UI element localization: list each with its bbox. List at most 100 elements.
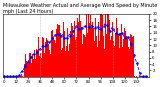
Bar <box>121 24 122 77</box>
Bar <box>133 36 134 77</box>
Bar <box>9 76 10 77</box>
Bar <box>70 31 71 77</box>
Bar <box>86 14 87 77</box>
Bar <box>76 37 77 77</box>
Bar <box>132 37 133 77</box>
Bar <box>92 22 93 77</box>
Bar <box>126 36 127 77</box>
Bar <box>127 37 128 77</box>
Bar <box>91 27 92 77</box>
Bar <box>83 34 84 77</box>
Bar <box>36 49 37 77</box>
Bar <box>54 40 55 77</box>
Bar <box>12 76 13 77</box>
Bar <box>41 58 42 77</box>
Bar <box>107 14 108 77</box>
Bar <box>97 47 98 77</box>
Bar <box>78 22 79 77</box>
Bar <box>27 62 28 77</box>
Bar <box>37 50 38 77</box>
Bar <box>49 50 50 77</box>
Bar <box>136 76 137 77</box>
Bar <box>90 15 91 77</box>
Bar <box>69 44 70 77</box>
Bar <box>20 76 21 77</box>
Bar <box>110 40 111 77</box>
Bar <box>44 53 45 77</box>
Bar <box>102 15 103 77</box>
Bar <box>116 18 117 77</box>
Bar <box>35 59 36 77</box>
Bar <box>56 29 57 77</box>
Bar <box>111 36 112 77</box>
Bar <box>84 35 85 77</box>
Bar <box>48 44 49 77</box>
Bar <box>59 25 60 77</box>
Bar <box>74 21 75 77</box>
Bar <box>11 76 12 77</box>
Bar <box>25 54 26 77</box>
Bar <box>142 76 143 77</box>
Bar <box>39 56 40 77</box>
Bar <box>21 74 22 77</box>
Bar <box>66 46 67 77</box>
Bar <box>80 21 81 77</box>
Bar <box>50 54 51 77</box>
Bar <box>140 76 141 77</box>
Bar <box>122 47 123 77</box>
Bar <box>117 28 118 77</box>
Bar <box>128 47 129 77</box>
Bar <box>82 44 83 77</box>
Bar <box>14 76 15 77</box>
Bar <box>104 49 105 77</box>
Bar <box>100 14 101 77</box>
Bar <box>113 41 114 77</box>
Bar <box>42 37 43 77</box>
Text: Milwaukee Weather Actual and Average Wind Speed by Minute mph (Last 24 Hours): Milwaukee Weather Actual and Average Win… <box>3 3 157 14</box>
Bar <box>64 31 65 77</box>
Bar <box>60 33 61 77</box>
Bar <box>129 49 130 77</box>
Bar <box>109 20 110 77</box>
Bar <box>28 64 29 77</box>
Bar <box>55 43 56 77</box>
Bar <box>18 76 19 77</box>
Bar <box>94 41 95 77</box>
Bar <box>22 76 23 77</box>
Bar <box>101 14 102 77</box>
Bar <box>98 22 99 77</box>
Bar <box>112 22 113 77</box>
Bar <box>77 18 78 77</box>
Bar <box>85 37 86 77</box>
Bar <box>72 26 73 77</box>
Bar <box>34 50 35 77</box>
Bar <box>61 50 62 77</box>
Bar <box>134 76 135 77</box>
Bar <box>71 23 72 77</box>
Bar <box>33 60 34 77</box>
Bar <box>38 37 39 77</box>
Bar <box>30 53 31 77</box>
Bar <box>62 48 63 77</box>
Bar <box>75 40 76 77</box>
Bar <box>47 40 48 77</box>
Bar <box>131 35 132 77</box>
Bar <box>87 33 88 77</box>
Bar <box>45 42 46 77</box>
Bar <box>124 28 125 77</box>
Bar <box>19 76 20 77</box>
Bar <box>81 27 82 77</box>
Bar <box>120 33 121 77</box>
Bar <box>32 54 33 77</box>
Bar <box>51 31 52 77</box>
Bar <box>65 51 66 77</box>
Bar <box>73 35 74 77</box>
Bar <box>24 64 25 77</box>
Bar <box>139 75 140 77</box>
Bar <box>58 25 59 77</box>
Bar <box>141 76 142 77</box>
Bar <box>99 41 100 77</box>
Bar <box>23 76 24 77</box>
Bar <box>93 28 94 77</box>
Bar <box>108 14 109 77</box>
